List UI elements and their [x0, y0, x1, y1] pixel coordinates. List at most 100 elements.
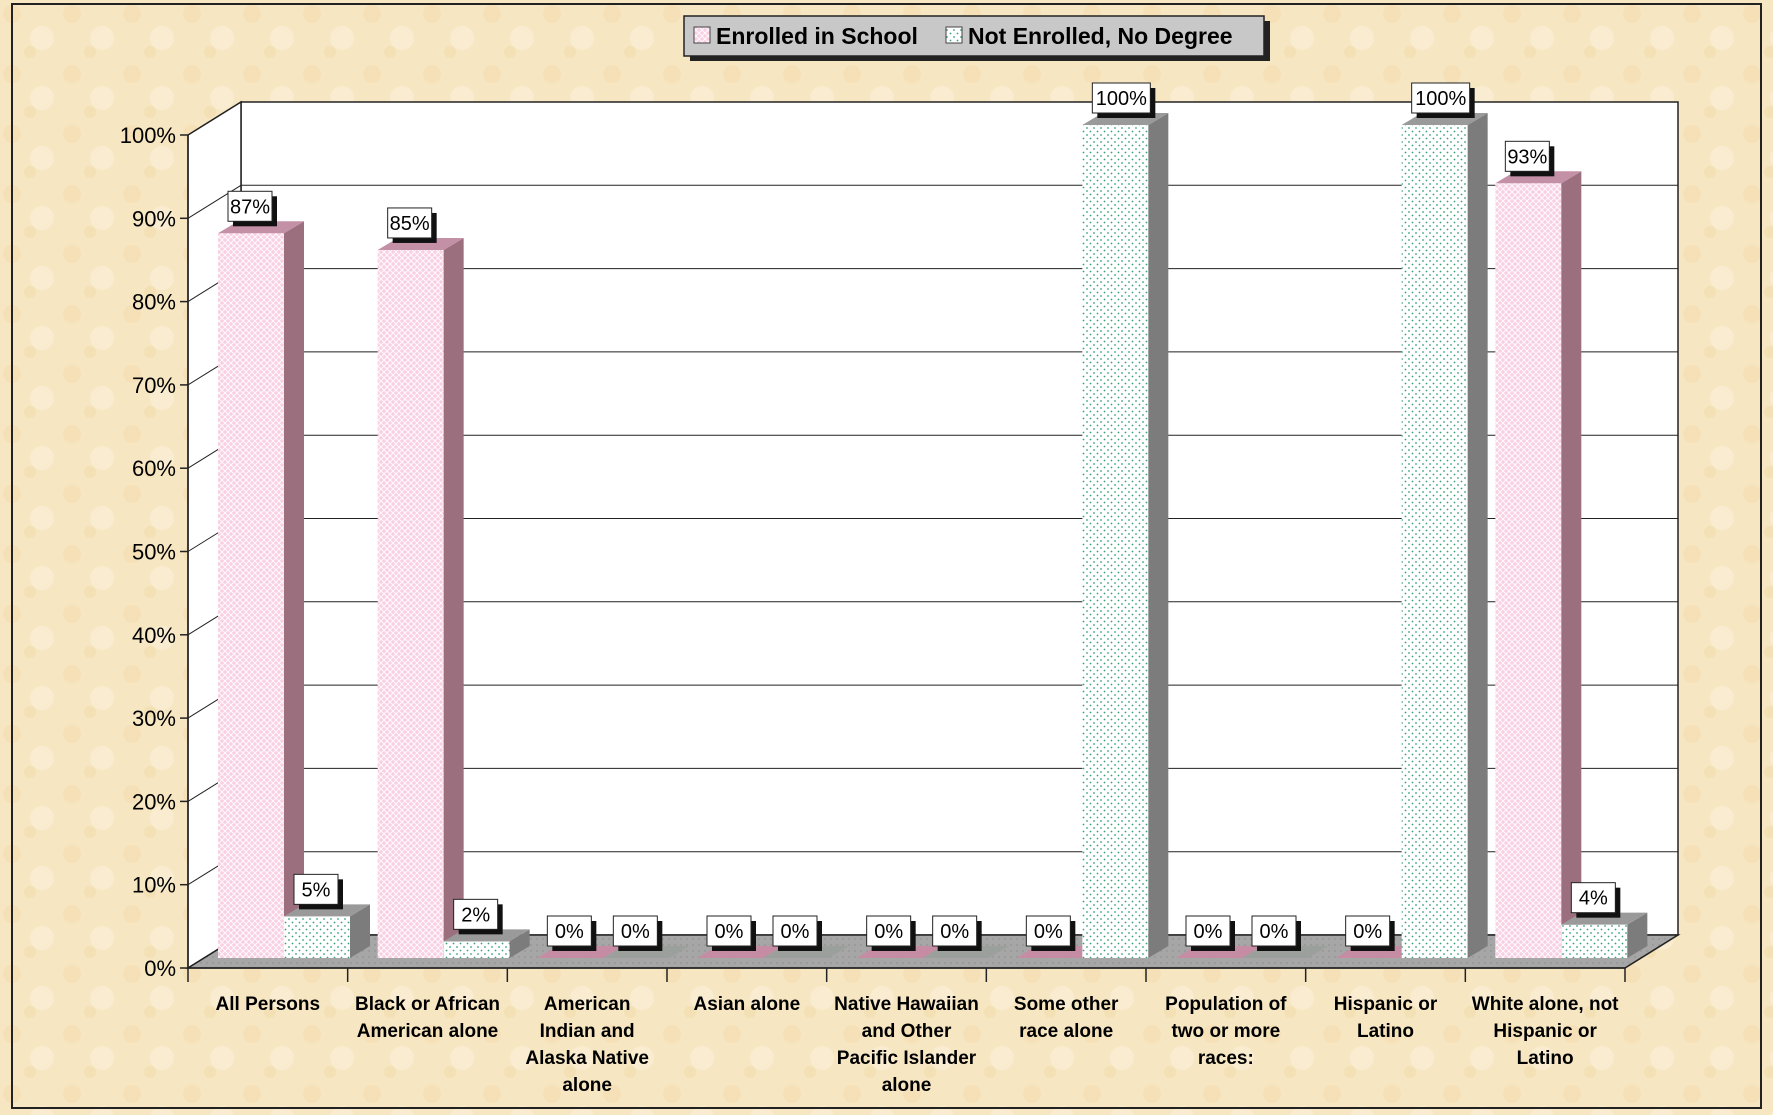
- y-axis: 0% 10% 20% 30% 40% 50% 60% 70% 80% 90% 100%: [120, 123, 189, 981]
- data-label: 0%: [546, 915, 597, 951]
- bar-front: [284, 916, 350, 958]
- legend-swatch-enrolled: [693, 26, 711, 44]
- x-tick-label: Native Hawaiian: [834, 994, 979, 1015]
- legend: Enrolled in School Not Enrolled, No Degr…: [683, 15, 1270, 61]
- data-label-text: 0%: [1353, 921, 1382, 943]
- data-label-box: [546, 915, 592, 947]
- bar-side: [1148, 113, 1169, 958]
- data-label: 0%: [1345, 915, 1395, 951]
- data-label-box: [1025, 915, 1071, 947]
- data-label-box: [387, 207, 433, 239]
- bar-side: [509, 929, 530, 958]
- data-label: 100%: [1411, 82, 1475, 118]
- x-axis: All Persons Black or African American alon…: [187, 967, 1626, 1096]
- y-tick-label: 60%: [132, 456, 176, 481]
- bar-front: [443, 941, 510, 958]
- data-label-box: [1251, 915, 1297, 947]
- x-tick-label: Pacific Islander: [837, 1048, 977, 1069]
- bar-front: [377, 249, 444, 958]
- data-label-text: 93%: [1507, 146, 1547, 168]
- bar-side: [1627, 912, 1648, 958]
- data-labels: 87% 5% 85% 2% 0% 0% 0% 0% 0% 0% 0% 100% 0% 0% 0% 100% 93…: [227, 82, 1621, 951]
- data-label: 0%: [772, 915, 822, 951]
- bar-front: [218, 233, 284, 959]
- legend-label-enrolled: Enrolled in School: [716, 23, 918, 49]
- x-tick-label: Hispanic or: [1334, 994, 1438, 1015]
- data-label-text: 4%: [1579, 888, 1608, 910]
- data-label-box: [1345, 915, 1391, 947]
- data-label: 0%: [1025, 915, 1076, 951]
- x-tick-label: two or more: [1171, 1021, 1280, 1042]
- data-label-box: [227, 190, 273, 222]
- bar-side: [1561, 171, 1582, 958]
- bar-enrolled: [1495, 171, 1582, 958]
- bar-side: [350, 904, 370, 958]
- x-tick-label: Asian alone: [694, 994, 801, 1015]
- data-label-box: [453, 898, 499, 930]
- bar-enrolled: [377, 237, 464, 958]
- data-label-box: [1185, 915, 1231, 947]
- data-label-box: [866, 915, 912, 947]
- y-tick-label: 40%: [132, 623, 176, 648]
- bar-side: [443, 237, 464, 958]
- data-label: 2%: [453, 898, 503, 935]
- data-label-text: 87%: [230, 196, 270, 218]
- y-tick-label: 0%: [144, 956, 176, 981]
- data-label-text: 0%: [555, 921, 584, 943]
- bar-enrolled: [218, 221, 304, 959]
- x-tick-label: alone: [882, 1075, 932, 1096]
- y-tick-label: 50%: [132, 540, 176, 565]
- data-label: 0%: [706, 915, 756, 951]
- data-label: 0%: [1251, 915, 1301, 951]
- bar-not-enrolled: [284, 904, 370, 958]
- y-tick-label: 80%: [132, 290, 176, 315]
- x-tick-label: races:: [1198, 1048, 1254, 1069]
- y-tick-label: 70%: [132, 373, 176, 398]
- x-tick-label: race alone: [1019, 1021, 1113, 1042]
- data-label-box: [772, 915, 818, 947]
- data-label: 5%: [293, 873, 343, 910]
- data-label: 100%: [1091, 82, 1156, 118]
- data-label-text: 100%: [1096, 88, 1147, 110]
- data-label: 0%: [866, 915, 916, 951]
- x-tick-label: Indian and: [540, 1021, 635, 1042]
- data-label-box: [293, 873, 339, 905]
- data-label-box: [1570, 882, 1616, 914]
- x-tick-label: and Other: [862, 1021, 952, 1042]
- data-label: 93%: [1504, 140, 1555, 177]
- bar-front: [1561, 924, 1628, 958]
- x-tick-label: Population of: [1165, 994, 1287, 1015]
- y-tick-label: 20%: [132, 789, 176, 814]
- data-label: 87%: [227, 190, 277, 227]
- bar-side: [284, 221, 304, 959]
- bar-side: [1467, 113, 1488, 958]
- data-label-box: [706, 915, 752, 947]
- data-label-box: [1091, 82, 1151, 114]
- gridline-side: [187, 101, 242, 136]
- x-tick-label: All Persons: [216, 994, 321, 1015]
- x-tick-label: Black or African: [355, 994, 500, 1015]
- data-label: 4%: [1570, 882, 1621, 918]
- data-label-text: 0%: [940, 921, 969, 943]
- chart-border: [11, 3, 1762, 1109]
- data-label-text: 0%: [621, 921, 650, 943]
- x-tick-label: Latino: [1357, 1021, 1414, 1042]
- data-label-box: [1411, 82, 1471, 114]
- x-tick-label: American: [544, 994, 631, 1015]
- legend-box: [683, 15, 1265, 57]
- data-label-text: 0%: [1260, 921, 1289, 943]
- bar-not-enrolled: [1401, 113, 1488, 958]
- data-label-text: 0%: [1034, 921, 1063, 943]
- legend-swatch-not-enrolled: [945, 26, 963, 44]
- bar-front: [1082, 125, 1149, 958]
- data-label-text: 2%: [461, 904, 490, 926]
- bar-not-enrolled: [1082, 113, 1169, 958]
- bar-front: [1495, 183, 1562, 958]
- y-tick-label: 100%: [120, 123, 176, 148]
- data-label-text: 0%: [874, 921, 903, 943]
- data-label: 85%: [387, 207, 437, 243]
- data-label-box: [932, 915, 978, 947]
- y-tick-label: 10%: [132, 873, 176, 898]
- data-label-text: 85%: [390, 213, 430, 235]
